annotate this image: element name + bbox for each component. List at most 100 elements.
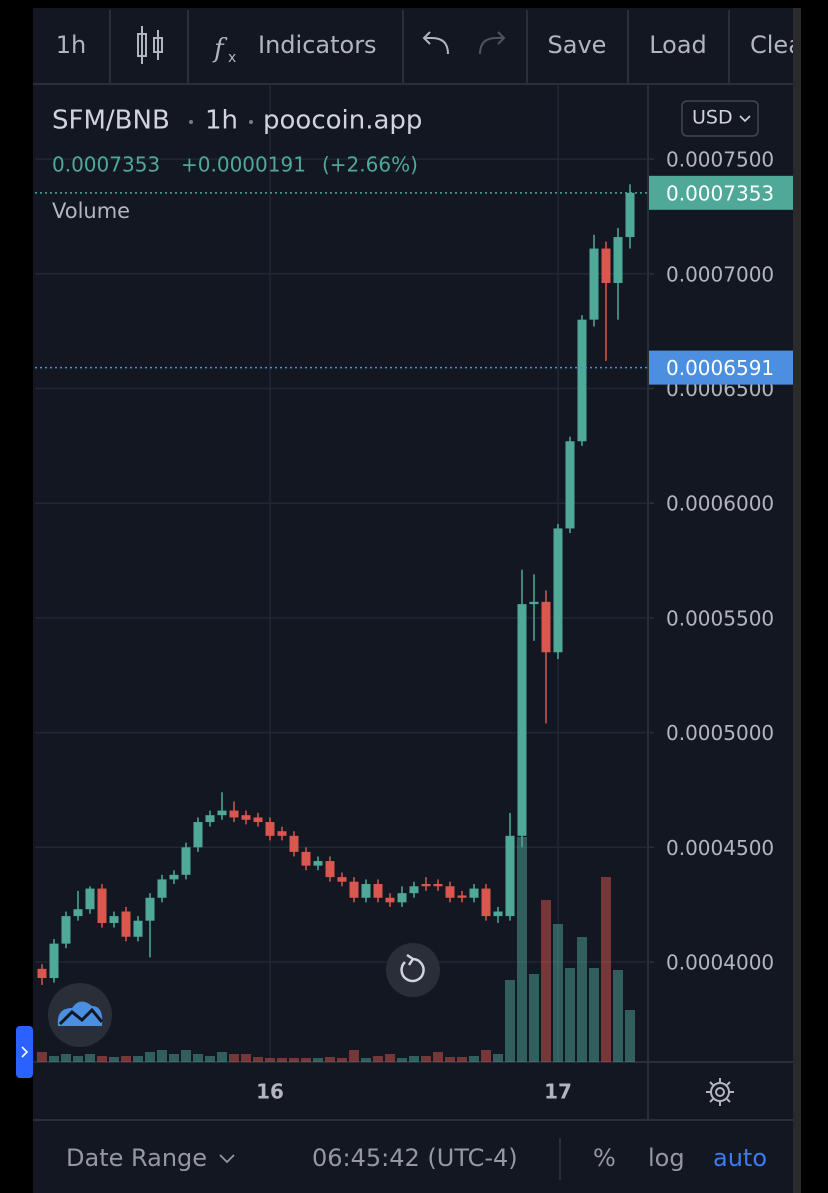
candle-body — [97, 888, 107, 923]
candle-body — [229, 810, 239, 818]
candle-body — [313, 861, 323, 866]
candle-body — [61, 916, 71, 944]
candle-body — [73, 909, 83, 917]
candle-body — [217, 810, 227, 816]
volume-bar — [205, 1056, 215, 1062]
price-label-box — [649, 350, 793, 385]
volume-bar — [565, 968, 575, 1062]
candle-body — [517, 604, 527, 836]
volume-bar — [505, 980, 515, 1062]
x-tick-label: 16 — [256, 1080, 284, 1104]
volume-bar — [421, 1056, 431, 1062]
candle-body — [433, 883, 443, 887]
volume-bar — [589, 968, 599, 1062]
candle-body — [181, 847, 191, 875]
volume-bar — [577, 937, 587, 1062]
volume-bar — [229, 1054, 239, 1062]
sidebar-toggle[interactable] — [16, 1026, 33, 1078]
clear-button[interactable]: Clear — [750, 31, 813, 59]
indicators-button[interactable]: Indicators — [258, 31, 377, 59]
load-button[interactable]: Load — [649, 31, 707, 59]
currency-button[interactable] — [681, 100, 759, 137]
source: poocoin.app — [263, 106, 422, 136]
volume-bar — [553, 924, 563, 1062]
undo-button[interactable] — [422, 31, 449, 55]
currency[interactable]: USD — [692, 107, 733, 129]
candle-body — [361, 883, 371, 898]
volume-bar — [349, 1050, 359, 1062]
y-tick-label: 0.0005500 — [666, 606, 774, 630]
volume-bar — [397, 1058, 407, 1062]
volume-bar — [385, 1054, 395, 1062]
volume-bar — [469, 1056, 479, 1062]
candle-body — [49, 943, 59, 979]
y-tick-label: 0.0007500 — [666, 148, 774, 172]
candle-body — [601, 248, 611, 283]
candle-body — [481, 888, 491, 917]
reset-button[interactable] — [386, 943, 440, 997]
clock: 06:45:42 (UTC-4) — [312, 1144, 518, 1172]
price-change-percent: (+2.66%) — [322, 153, 418, 177]
candle-body — [193, 822, 203, 848]
candle-body — [529, 601, 539, 605]
price-label: 0.0007353 — [666, 181, 774, 205]
volume-bar — [445, 1057, 455, 1062]
candle-body — [325, 861, 335, 878]
volume-bar — [409, 1056, 419, 1062]
volume-bar — [433, 1052, 443, 1062]
symbol: SFM/BNB — [52, 106, 170, 136]
volume-bar — [253, 1057, 263, 1062]
last-price: 0.0007353 — [52, 153, 160, 177]
price-label-box — [649, 175, 793, 210]
volume-bar — [361, 1058, 371, 1062]
redo-button[interactable] — [479, 31, 506, 55]
volume-bar — [541, 900, 551, 1062]
save-button[interactable]: Save — [548, 31, 607, 59]
volume-bar — [217, 1052, 227, 1062]
candle-body — [421, 883, 431, 887]
interval-button[interactable]: 1h — [56, 31, 86, 59]
volume-bar — [169, 1054, 179, 1062]
candle-body — [205, 815, 215, 823]
candle-body — [469, 888, 479, 898]
price-label: 0.0006591 — [666, 356, 774, 380]
volume-bar — [49, 1056, 59, 1062]
volume-bar — [481, 1050, 491, 1062]
candle-body — [625, 192, 635, 238]
candle-body — [445, 886, 455, 898]
candle-body — [85, 888, 95, 910]
volume-bar — [625, 1010, 635, 1062]
chart-type-icon[interactable] — [137, 26, 163, 64]
candle-body — [289, 835, 299, 852]
candle-body — [37, 968, 47, 979]
volume-bar — [517, 837, 527, 1062]
auto-button[interactable]: auto — [713, 1144, 767, 1172]
candle-body — [157, 879, 167, 898]
fx-icon[interactable]: x — [228, 50, 236, 66]
candle-body — [145, 897, 155, 921]
price-change: +0.0000191 — [181, 153, 306, 177]
volume-bar — [313, 1058, 323, 1062]
volume-bar — [265, 1058, 275, 1062]
volume-bar — [529, 974, 539, 1062]
log-button[interactable]: log — [648, 1144, 685, 1172]
scrollbar — [793, 8, 801, 1193]
volume-bar — [97, 1056, 107, 1062]
volume-bar — [181, 1050, 191, 1062]
candle-body — [109, 916, 119, 923]
candle-body — [169, 874, 179, 880]
candle-body — [409, 886, 419, 894]
candle-body — [277, 831, 287, 836]
interval: 1h — [205, 106, 238, 136]
candle-body — [133, 920, 143, 937]
volume-bar — [121, 1056, 131, 1062]
x-tick-label: 17 — [544, 1080, 572, 1104]
settings-button[interactable] — [706, 1078, 734, 1106]
y-tick-label: 0.0007000 — [666, 262, 774, 286]
volume-bar — [109, 1057, 119, 1062]
volume-bar — [37, 1052, 47, 1062]
percent-button[interactable]: % — [593, 1144, 616, 1172]
volume-bar — [301, 1058, 311, 1062]
candle-body — [493, 911, 503, 917]
date-range-button[interactable]: Date Range — [66, 1144, 207, 1172]
